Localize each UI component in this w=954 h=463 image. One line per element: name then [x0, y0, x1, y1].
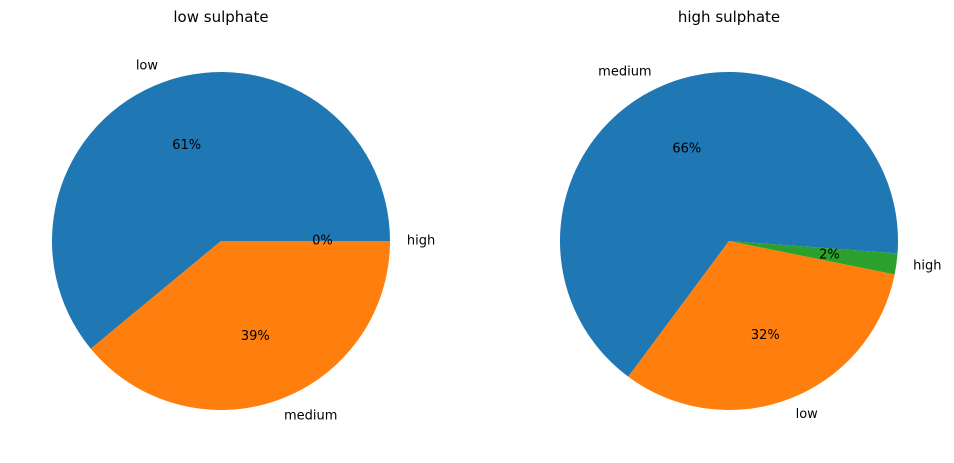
slice-label-medium: medium [598, 64, 651, 79]
chart-title: low sulphate [173, 8, 268, 26]
pie-slice-high [729, 241, 898, 275]
percent-label-medium: 39% [241, 329, 270, 344]
slice-label-low: low [796, 407, 819, 422]
slice-label-low: low [136, 59, 159, 74]
percent-label-medium: 66% [672, 141, 701, 156]
slice-label-medium: medium [284, 408, 337, 423]
percent-label-high: 0% [312, 234, 333, 249]
pie-chart-low-sulphate: low sulphate high 0% low 61% medium 39% [51, 8, 435, 423]
percent-label-low: 61% [172, 138, 201, 153]
pie-slice-low [51, 71, 390, 349]
pie-slice-medium [90, 241, 390, 410]
chart-title: high sulphate [678, 8, 780, 26]
percent-label-low: 32% [751, 328, 780, 343]
pie-slice-low [628, 241, 895, 411]
slice-label-high: high [913, 259, 941, 274]
pie-slice-medium [560, 71, 898, 377]
percent-label-high: 2% [819, 247, 840, 262]
slice-label-high: high [407, 234, 435, 249]
pie-chart-high-sulphate: high sulphate medium 66% low 32% high 2% [560, 8, 942, 422]
